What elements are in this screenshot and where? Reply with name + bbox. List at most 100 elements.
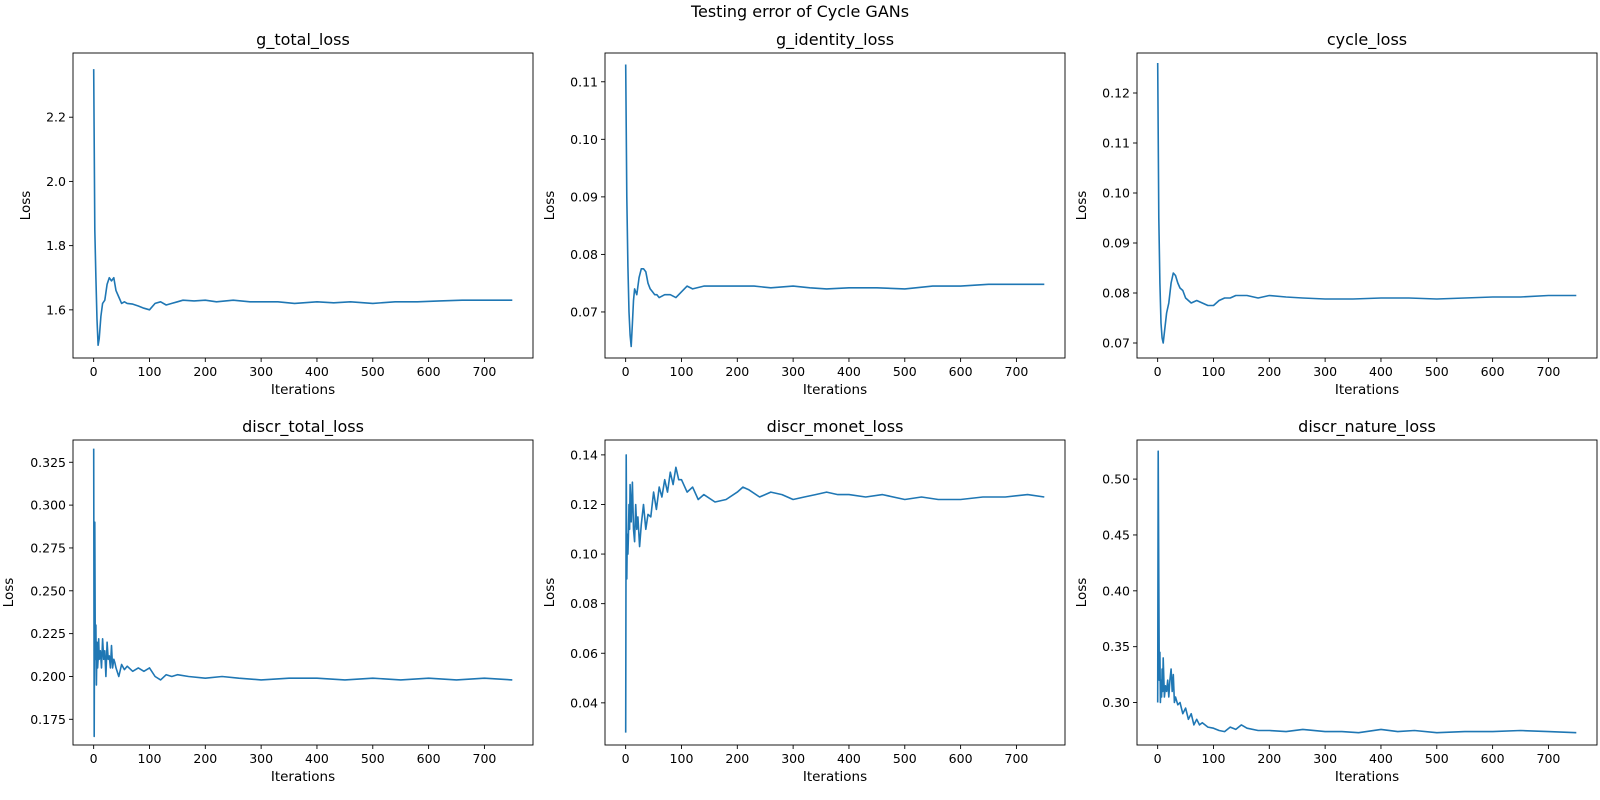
panel-title: discr_monet_loss — [767, 417, 904, 437]
x-tick-label: 300 — [781, 751, 805, 766]
y-axis-label: Loss — [542, 191, 558, 221]
series-line-0 — [624, 64, 1045, 348]
x-tick-label: 100 — [138, 364, 162, 379]
y-tick-label: 0.325 — [30, 455, 66, 470]
plot-frame — [604, 439, 1066, 746]
y-tick-label: 0.10 — [570, 132, 598, 147]
x-tick-label: 300 — [1313, 751, 1337, 766]
y-tick-label: 0.09 — [570, 189, 598, 204]
x-tick-label: 500 — [1425, 364, 1449, 379]
x-axis-label: Iterations — [803, 382, 867, 398]
plot-frame — [604, 52, 1066, 359]
series-line-0 — [92, 448, 513, 738]
x-tick-label: 600 — [1481, 751, 1505, 766]
x-tick-label: 300 — [249, 364, 273, 379]
x-tick-label: 0 — [90, 364, 98, 379]
y-tick-label: 0.09 — [1102, 236, 1130, 251]
x-tick-label: 100 — [138, 751, 162, 766]
panel-title: cycle_loss — [1327, 30, 1407, 50]
y-tick-label: 1.8 — [46, 238, 66, 253]
x-tick-label: 400 — [837, 364, 861, 379]
x-tick-label: 600 — [949, 751, 973, 766]
x-tick-label: 600 — [417, 751, 441, 766]
y-tick-label: 0.40 — [1102, 583, 1130, 598]
x-tick-label: 700 — [1005, 364, 1029, 379]
plot-frame — [72, 52, 534, 359]
panel-title: discr_nature_loss — [1298, 417, 1436, 437]
y-tick-label: 0.12 — [570, 497, 598, 512]
y-axis-label: Loss — [1074, 578, 1090, 608]
y-tick-label: 0.225 — [30, 626, 66, 641]
y-axis-label: Loss — [1, 578, 17, 608]
y-tick-label: 0.06 — [570, 646, 598, 661]
x-tick-label: 600 — [949, 364, 973, 379]
x-tick-label: 500 — [361, 751, 385, 766]
x-tick-label: 100 — [670, 364, 694, 379]
x-tick-label: 200 — [193, 364, 217, 379]
y-tick-label: 0.12 — [1102, 86, 1130, 101]
series-line-0 — [92, 69, 513, 347]
x-tick-label: 600 — [1481, 364, 1505, 379]
y-tick-label: 0.07 — [1102, 336, 1130, 351]
chart-panel-cycle_loss: cycle_loss 0 100 200 300 400 500 600 700 0.07 0.08… — [1074, 30, 1598, 398]
y-axis-label: Loss — [1074, 191, 1090, 221]
x-tick-label: 100 — [670, 751, 694, 766]
x-tick-label: 500 — [1425, 751, 1449, 766]
x-tick-label: 300 — [781, 364, 805, 379]
panel-title: discr_total_loss — [242, 417, 364, 437]
y-tick-label: 0.10 — [570, 547, 598, 562]
y-tick-label: 2.0 — [46, 174, 66, 189]
y-tick-label: 0.175 — [30, 712, 66, 727]
x-tick-label: 300 — [1313, 364, 1337, 379]
y-tick-label: 0.08 — [570, 247, 598, 262]
y-tick-label: 0.50 — [1102, 472, 1130, 487]
series-line-0 — [1156, 450, 1577, 734]
y-axis-label: Loss — [18, 191, 34, 221]
y-tick-label: 0.200 — [30, 669, 66, 684]
y-tick-label: 0.07 — [570, 304, 598, 319]
series-line-0 — [1156, 62, 1577, 344]
series-line-0 — [624, 454, 1045, 733]
plot-frame — [72, 439, 534, 746]
x-tick-label: 0 — [622, 751, 630, 766]
y-tick-label: 0.14 — [570, 447, 598, 462]
x-tick-label: 200 — [1257, 364, 1281, 379]
y-axis-label: Loss — [542, 578, 558, 608]
x-tick-label: 700 — [473, 364, 497, 379]
chart-panel-discr_nature_loss: discr_nature_loss 0 100 200 300 400 500 600 700 0… — [1074, 417, 1598, 785]
y-tick-label: 0.250 — [30, 583, 66, 598]
figure-title: Testing error of Cycle GANs — [690, 2, 910, 21]
chart-panel-g_total_loss: g_total_loss 0 100 200 300 400 500 600 700 1.6 1.8… — [18, 30, 534, 398]
x-tick-label: 700 — [473, 751, 497, 766]
x-tick-label: 200 — [725, 364, 749, 379]
x-axis-label: Iterations — [1335, 382, 1399, 398]
x-axis-label: Iterations — [803, 769, 867, 785]
plot-frame — [1136, 52, 1598, 359]
y-tick-label: 1.6 — [46, 302, 66, 317]
y-tick-label: 0.04 — [570, 695, 598, 710]
x-tick-label: 500 — [361, 364, 385, 379]
x-tick-label: 600 — [417, 364, 441, 379]
x-axis-label: Iterations — [271, 382, 335, 398]
panel-title: g_identity_loss — [776, 30, 894, 50]
y-tick-label: 0.08 — [1102, 286, 1130, 301]
x-tick-label: 200 — [725, 751, 749, 766]
x-tick-label: 700 — [1537, 364, 1561, 379]
x-tick-label: 200 — [193, 751, 217, 766]
plot-frame — [1136, 439, 1598, 746]
x-tick-label: 500 — [893, 364, 917, 379]
x-tick-label: 0 — [90, 751, 98, 766]
x-tick-label: 100 — [1202, 751, 1226, 766]
x-tick-label: 200 — [1257, 751, 1281, 766]
x-tick-label: 400 — [305, 751, 329, 766]
y-tick-label: 0.45 — [1102, 527, 1130, 542]
x-tick-label: 0 — [1154, 364, 1162, 379]
x-tick-label: 700 — [1537, 751, 1561, 766]
x-tick-label: 0 — [622, 364, 630, 379]
x-tick-label: 300 — [249, 751, 273, 766]
x-tick-label: 100 — [1202, 364, 1226, 379]
chart-panel-g_identity_loss: g_identity_loss 0 100 200 300 400 500 600 700 0.0… — [542, 30, 1066, 398]
x-tick-label: 400 — [305, 364, 329, 379]
x-axis-label: Iterations — [1335, 769, 1399, 785]
x-tick-label: 500 — [893, 751, 917, 766]
